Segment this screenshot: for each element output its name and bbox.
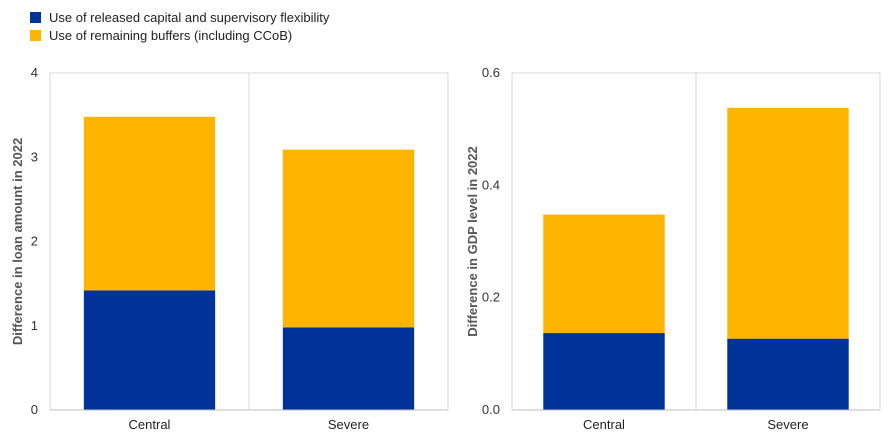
chart-1-ytick-label: 2 — [31, 234, 38, 249]
chart-2-bar-severe-series-2 — [727, 107, 849, 339]
chart-1-bar-central-series-2 — [83, 116, 216, 291]
chart-1-bar-severe-series-2 — [282, 149, 415, 328]
chart-1-ytick-label: 1 — [31, 318, 38, 333]
chart-2-xtick-label: Severe — [767, 417, 808, 432]
chart-2-bar-central-series-2 — [543, 214, 665, 334]
chart-2-ylabel: Difference in GDP level in 2022 — [465, 146, 480, 337]
legend-label-released-capital: Use of released capital and supervisory … — [49, 9, 330, 25]
chart-1-ylabel: Difference in loan amount in 2022 — [10, 138, 25, 345]
chart-1-ytick-label: 4 — [31, 65, 38, 80]
chart-2-ytick-label: 0.6 — [482, 65, 500, 80]
legend-swatch-released-capital — [30, 11, 41, 23]
chart-1-ytick-label: 3 — [31, 149, 38, 164]
chart-2-ytick-label: 0.2 — [482, 290, 500, 305]
legend-swatch-remaining-buffers — [30, 29, 41, 41]
chart-1-xtick-label: Central — [129, 417, 171, 432]
legend: Use of released capital and supervisory … — [30, 8, 329, 44]
legend-label-remaining-buffers: Use of remaining buffers (including CCoB… — [49, 27, 293, 43]
chart-2-xtick-label: Central — [583, 417, 625, 432]
chart-2-ytick-label: 0.0 — [482, 402, 500, 417]
chart-1-bar-severe-series-1 — [282, 327, 415, 410]
chart-1-ytick-label: 0 — [31, 402, 38, 417]
chart-2-bar-severe-series-1 — [727, 338, 849, 410]
legend-item-remaining-buffers: Use of remaining buffers (including CCoB… — [30, 26, 329, 44]
chart-2-ytick-label: 0.4 — [482, 177, 500, 192]
chart-1-xtick-label: Severe — [328, 417, 369, 432]
chart-2-bar-central-series-1 — [543, 333, 665, 410]
legend-item-released-capital: Use of released capital and supervisory … — [30, 8, 329, 26]
chart-1-bar-central-series-1 — [83, 290, 216, 410]
